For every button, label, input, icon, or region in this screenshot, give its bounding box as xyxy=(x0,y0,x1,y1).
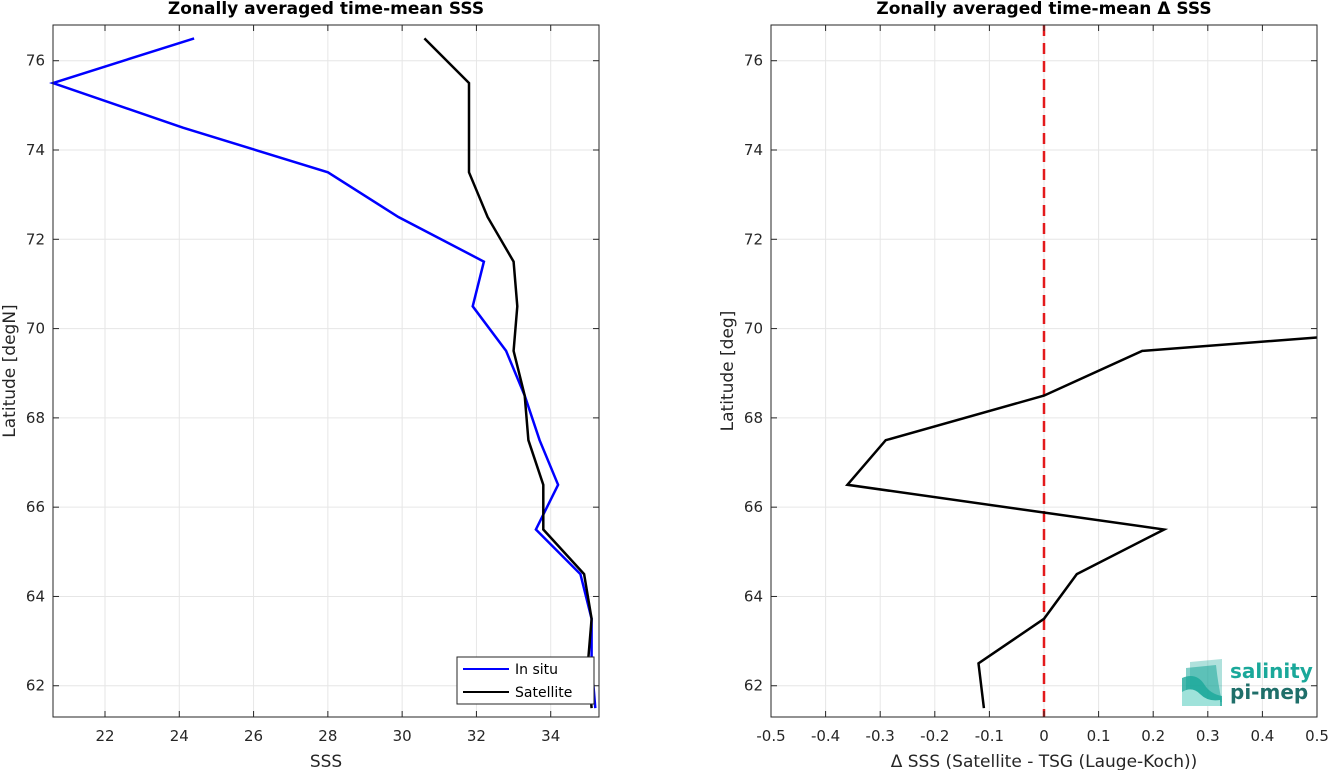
sss-x-axis-label: SSS xyxy=(310,752,342,770)
delta-series-line-series-1 xyxy=(844,336,1318,709)
delta-y-tick-label: 64 xyxy=(744,587,763,605)
legend-label-satellite: Satellite xyxy=(515,685,572,701)
delta-chart-title: Zonally averaged time-mean Δ SSS xyxy=(876,0,1211,19)
delta-x-tick-label: 0.3 xyxy=(1196,727,1220,745)
salinity-pimep-wave-icon xyxy=(1182,659,1222,706)
delta-y-tick-label: 70 xyxy=(744,320,763,338)
delta-sss-panel: -0.5 -0.4 -0.3 -0.2 -0.1 0 0.1 0.2 0.3 0.4 0.5 62 64… xyxy=(718,0,1329,770)
delta-y-tick-label: 62 xyxy=(744,677,763,695)
delta-x-tick-label: -0.1 xyxy=(975,727,1004,745)
sss-plot-area xyxy=(53,25,599,717)
legend-box xyxy=(456,656,595,705)
delta-y-tick-label: 68 xyxy=(744,409,763,427)
delta-x-tick-label: -0.2 xyxy=(920,727,949,745)
sss-y-tick-label: 62 xyxy=(26,677,45,695)
delta-x-tick-label: -0.4 xyxy=(811,727,840,745)
sss-y-tick-label: 66 xyxy=(26,498,45,516)
sss-y-tick-label: 70 xyxy=(26,320,45,338)
sss-y-tick-label: 74 xyxy=(26,141,45,159)
sss-x-tick-label: 26 xyxy=(244,727,263,745)
sss-grid xyxy=(53,25,599,717)
sss-y-tick-label: 64 xyxy=(26,587,45,605)
delta-x-tick-label: 0.1 xyxy=(1087,727,1111,745)
sss-axes-box xyxy=(52,24,600,718)
sss-chart-title: Zonally averaged time-mean SSS xyxy=(168,0,484,19)
logo-text-salinity: salinity xyxy=(1230,659,1313,683)
sss-ticks: 22 24 26 28 30 32 34 62 64 66 68 70 72 74 76 xyxy=(26,25,599,745)
sss-x-tick-label: 32 xyxy=(467,727,486,745)
sss-panel: 22 24 26 28 30 32 34 62 64 66 68 70 72 74 76 Zonally a… xyxy=(0,0,600,770)
delta-x-tick-label: 0.2 xyxy=(1141,727,1165,745)
sss-series-line-satellite xyxy=(423,37,593,709)
sss-lines xyxy=(49,37,597,709)
sss-x-tick-label: 22 xyxy=(95,727,114,745)
sss-y-axis-label: Latitude [degN] xyxy=(0,304,20,437)
sss-x-tick-label: 34 xyxy=(541,727,560,745)
delta-x-tick-label: 0.4 xyxy=(1250,727,1274,745)
sss-y-tick-label: 72 xyxy=(26,230,45,248)
delta-y-tick-label: 74 xyxy=(744,141,763,159)
sss-x-tick-label: 24 xyxy=(170,727,189,745)
sss-x-tick-label: 28 xyxy=(318,727,337,745)
sss-y-tick-label: 68 xyxy=(26,409,45,427)
sss-y-tick-label: 76 xyxy=(26,52,45,70)
delta-lines xyxy=(844,336,1318,709)
sss-x-tick-label: 30 xyxy=(393,727,412,745)
delta-x-axis-label: Δ SSS (Satellite - TSG (Lauge-Koch)) xyxy=(891,752,1198,770)
delta-y-tick-label: 76 xyxy=(744,52,763,70)
delta-y-tick-label: 66 xyxy=(744,498,763,516)
delta-y-tick-label: 72 xyxy=(744,230,763,248)
delta-x-tick-label: -0.3 xyxy=(866,727,895,745)
legend-label-in-situ: In situ xyxy=(515,662,558,678)
logo-text-pimep: pi-mep xyxy=(1230,680,1308,704)
delta-y-axis-label: Latitude [deg] xyxy=(718,311,738,432)
delta-ticks: -0.5 -0.4 -0.3 -0.2 -0.1 0 0.1 0.2 0.3 0.4 0.5 62 64… xyxy=(744,25,1329,745)
delta-x-tick-label: 0 xyxy=(1039,727,1049,745)
delta-x-tick-label: -0.5 xyxy=(756,727,785,745)
salinity-pimep-logo: salinity pi-mep xyxy=(1182,659,1313,706)
delta-x-tick-label: 0.5 xyxy=(1305,727,1329,745)
sss-series-line-in-situ xyxy=(49,37,597,709)
legend: In situ Satellite xyxy=(456,656,595,705)
